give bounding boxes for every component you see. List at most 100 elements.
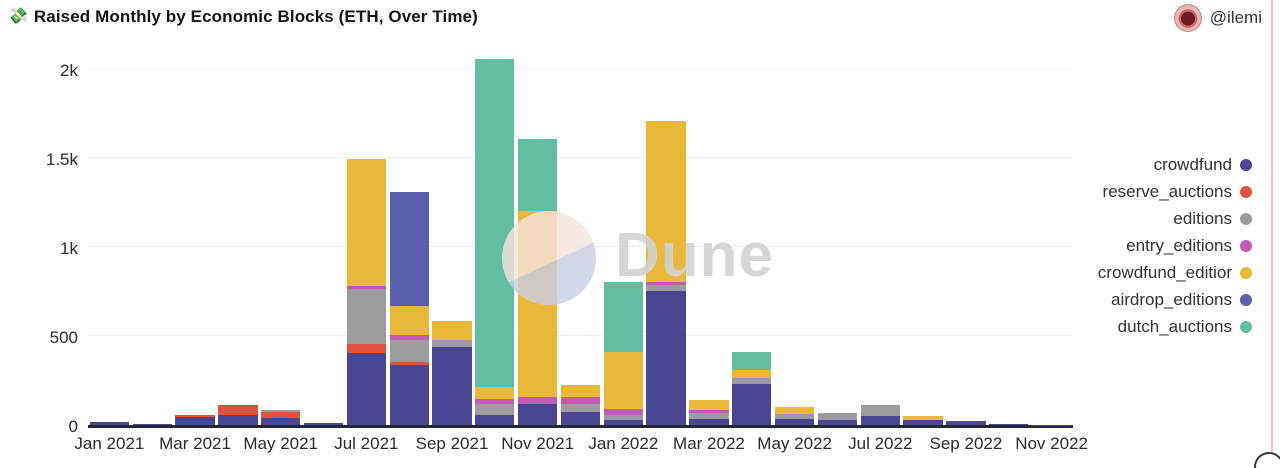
bar-jun-2022[interactable] [817,45,858,425]
bar-segment-editions[interactable] [732,377,772,384]
bar-segment-editions[interactable] [389,339,429,362]
bar-segment-crowdfund[interactable] [560,412,601,425]
bar-segment-editions[interactable] [475,403,515,416]
legend-item-reserve_auctions[interactable]: reserve_auctions [1098,182,1252,202]
bar-segment-crowdfund[interactable] [732,383,772,425]
bar-segment-crowdfund[interactable] [603,420,643,425]
bar-segment-airdrop_editions[interactable] [389,192,429,307]
bar-segment-reserve_auctions[interactable] [346,344,387,353]
author-handle[interactable]: @ilemi [1209,8,1262,27]
bar-segment-entry_editions[interactable] [518,397,558,404]
bar-segment-reserve_auctions[interactable] [389,362,429,366]
bar-segment-editions[interactable] [689,413,729,419]
gridline [88,68,1073,69]
bar-oct-2022[interactable] [989,45,1029,425]
bar-segment-crowdfund_editior[interactable] [774,407,815,415]
bar-segment-editions[interactable] [432,339,472,347]
bar-segment-crowdfund[interactable] [218,414,258,425]
bar-segment-crowdfund[interactable] [774,418,815,425]
bar-segment-crowdfund[interactable] [860,416,900,425]
bar-apr-2021[interactable] [218,45,258,425]
bar-segment-entry_editions[interactable] [603,408,643,416]
bar-segment-crowdfund[interactable] [303,423,344,425]
bar-segment-editions[interactable] [860,404,900,417]
bar-segment-entry_editions[interactable] [475,398,515,404]
bar-oct-2021[interactable] [475,45,515,425]
bar-jun-2021[interactable] [303,45,344,425]
bar-segment-entry_editions[interactable] [346,286,387,289]
bar-segment-crowdfund[interactable] [518,403,558,425]
bar-jan-2021[interactable] [89,45,130,425]
bar-segment-crowdfund[interactable] [261,417,301,425]
bar-segment-reserve_auctions[interactable] [261,412,301,418]
bar-segment-dutch_auctions[interactable] [475,58,515,388]
bar-sep-2021[interactable] [432,45,472,425]
bar-segment-crowdfund_editior[interactable] [646,120,686,282]
bar-segment-crowdfund_editior[interactable] [903,416,943,421]
bar-segment-crowdfund[interactable] [1031,424,1072,425]
bar-nov-2021[interactable] [518,45,558,425]
bar-segment-crowdfund[interactable] [646,290,686,425]
legend-item-editions[interactable]: editions [1098,209,1252,229]
legend-item-crowdfund[interactable]: crowdfund [1098,155,1252,175]
bar-segment-crowdfund_editior[interactable] [603,352,643,409]
bar-segment-crowdfund_editior[interactable] [389,306,429,336]
bar-segment-crowdfund[interactable] [389,365,429,425]
bar-segment-crowdfund_editior[interactable] [346,158,387,287]
bar-jul-2021[interactable] [346,45,387,425]
bar-mar-2022[interactable] [689,45,729,425]
legend-item-dutch_auctions[interactable]: dutch_auctions [1098,317,1252,337]
bar-segment-editions[interactable] [646,285,686,291]
bar-jan-2022[interactable] [603,45,643,425]
bar-dec-2021[interactable] [560,45,601,425]
bar-segment-editions[interactable] [817,413,858,420]
bar-segment-entry_editions[interactable] [389,335,429,340]
bar-segment-dutch_auctions[interactable] [603,282,643,353]
bar-segment-crowdfund_editior[interactable] [732,369,772,378]
corner-button-partial[interactable] [1254,452,1280,468]
bar-mar-2021[interactable] [175,45,215,425]
bar-nov-2022[interactable] [1031,45,1072,425]
bar-segment-reserve_auctions[interactable] [175,415,215,417]
bar-segment-crowdfund_editior[interactable] [432,320,472,340]
bar-segment-crowdfund[interactable] [175,417,215,425]
bar-segment-crowdfund[interactable] [346,352,387,425]
legend-item-crowdfund_editior[interactable]: crowdfund_editior [1098,263,1252,283]
bar-segment-dutch_auctions[interactable] [518,138,558,211]
bar-segment-editions[interactable] [603,415,643,421]
bar-feb-2021[interactable] [132,45,172,425]
bar-segment-crowdfund[interactable] [132,423,172,425]
author-avatar[interactable] [1173,4,1202,32]
bar-segment-crowdfund_editior[interactable] [475,387,515,399]
bar-segment-crowdfund[interactable] [432,346,472,425]
bar-segment-crowdfund[interactable] [475,415,515,425]
bar-may-2022[interactable] [774,45,815,425]
bar-sep-2022[interactable] [946,45,986,425]
legend-item-entry_editions[interactable]: entry_editions [1098,236,1252,256]
bar-segment-editions[interactable] [346,288,387,345]
bar-feb-2022[interactable] [646,45,686,425]
legend-item-airdrop_editions[interactable]: airdrop_editions [1098,290,1252,310]
bar-segment-crowdfund[interactable] [989,424,1029,425]
bar-segment-crowdfund_editior[interactable] [518,210,558,398]
bar-segment-entry_editions[interactable] [560,397,601,404]
bar-segment-editions[interactable] [261,410,301,413]
bar-segment-editions[interactable] [774,414,815,419]
bar-segment-crowdfund[interactable] [903,420,943,425]
bar-may-2021[interactable] [261,45,301,425]
bar-segment-crowdfund[interactable] [89,422,130,425]
bar-aug-2021[interactable] [389,45,429,425]
bar-jul-2022[interactable] [860,45,900,425]
bar-segment-crowdfund[interactable] [946,421,986,425]
bar-segment-entry_editions[interactable] [646,281,686,286]
bar-segment-crowdfund[interactable] [817,419,858,425]
bar-apr-2022[interactable] [732,45,772,425]
bar-aug-2022[interactable] [903,45,943,425]
bar-segment-crowdfund_editior[interactable] [560,385,601,398]
bar-segment-entry_editions[interactable] [689,409,729,414]
bar-segment-reserve_auctions[interactable] [218,405,258,415]
bar-segment-crowdfund_editior[interactable] [689,400,729,410]
bar-segment-dutch_auctions[interactable] [732,352,772,370]
bar-segment-crowdfund[interactable] [689,418,729,425]
bar-segment-editions[interactable] [560,403,601,413]
